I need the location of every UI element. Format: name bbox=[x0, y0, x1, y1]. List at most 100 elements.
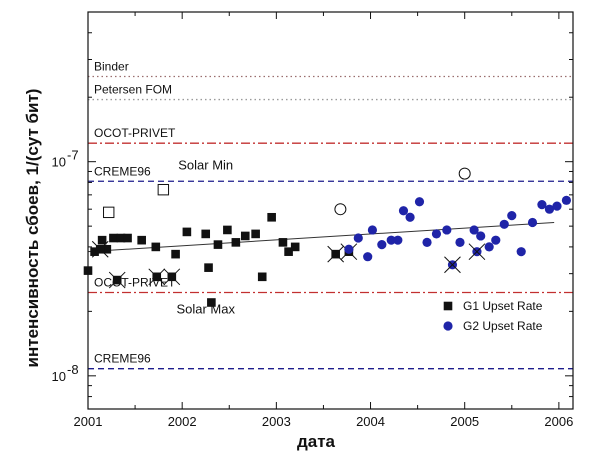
data-point bbox=[204, 263, 213, 272]
marker-shape bbox=[97, 235, 107, 245]
x-axis-title: дата bbox=[297, 432, 336, 451]
reference-label: Binder bbox=[94, 59, 129, 73]
marker-cross bbox=[108, 271, 126, 289]
data-point bbox=[137, 235, 146, 245]
data-point bbox=[123, 233, 132, 243]
data-point bbox=[290, 242, 300, 252]
data-point bbox=[251, 229, 260, 239]
marker-cross bbox=[163, 268, 181, 286]
marker-cross bbox=[444, 256, 461, 274]
marker-shape bbox=[458, 167, 471, 180]
marker-shape bbox=[353, 233, 363, 243]
data-point bbox=[148, 268, 166, 286]
data-point bbox=[377, 240, 387, 250]
marker-shape bbox=[204, 263, 213, 272]
marker-shape bbox=[398, 206, 409, 216]
data-point bbox=[499, 219, 509, 229]
marker-shape bbox=[290, 242, 300, 252]
y-tick-label: 10 bbox=[52, 155, 66, 170]
data-point bbox=[363, 252, 373, 262]
data-point bbox=[201, 229, 211, 239]
marker-shape bbox=[103, 206, 115, 219]
reference-label: CREME96 bbox=[94, 164, 151, 178]
marker-shape bbox=[443, 321, 453, 331]
data-point bbox=[109, 233, 118, 243]
marker-shape bbox=[414, 197, 425, 207]
data-point bbox=[544, 204, 555, 214]
marker-shape bbox=[393, 235, 403, 245]
x-tick-label: 2005 bbox=[450, 414, 479, 429]
marker-shape bbox=[223, 225, 232, 235]
marker-shape bbox=[507, 211, 517, 221]
data-point bbox=[116, 233, 126, 243]
marker-shape bbox=[201, 229, 211, 239]
data-point bbox=[90, 247, 99, 256]
data-point bbox=[537, 200, 547, 210]
data-point bbox=[278, 238, 288, 247]
data-points bbox=[83, 167, 572, 307]
data-point bbox=[163, 268, 181, 286]
marker-shape bbox=[171, 249, 180, 259]
data-point bbox=[151, 242, 161, 252]
data-point bbox=[207, 298, 216, 307]
marker-shape bbox=[257, 272, 267, 282]
data-point bbox=[367, 225, 378, 235]
annotation-label: Solar Min bbox=[178, 157, 233, 172]
data-point bbox=[398, 206, 409, 216]
data-point bbox=[334, 203, 347, 216]
legend-marker bbox=[443, 301, 453, 311]
legend-marker bbox=[443, 321, 453, 331]
data-point bbox=[431, 229, 442, 239]
data-point bbox=[102, 244, 112, 254]
annotation-label: Solar Max bbox=[176, 302, 235, 317]
marker-shape bbox=[367, 225, 378, 235]
marker-shape bbox=[240, 231, 250, 241]
x-tick-label: 2001 bbox=[74, 414, 103, 429]
marker-shape bbox=[116, 233, 126, 243]
x-tick-label: 2002 bbox=[168, 414, 197, 429]
data-point bbox=[484, 242, 494, 252]
y-tick-exponent: -8 bbox=[67, 362, 79, 377]
marker-cross bbox=[468, 243, 486, 261]
marker-shape bbox=[207, 298, 216, 307]
data-point bbox=[468, 243, 486, 261]
marker-shape bbox=[151, 242, 161, 252]
reference-label: OCOT-PRIVET bbox=[94, 126, 176, 140]
data-point bbox=[414, 197, 425, 207]
data-point bbox=[108, 271, 126, 289]
data-point bbox=[223, 225, 232, 235]
x-tick-label: 2003 bbox=[262, 414, 291, 429]
marker-shape bbox=[137, 235, 146, 245]
marker-cross bbox=[91, 240, 109, 258]
plot-frame bbox=[87, 11, 574, 410]
data-point bbox=[213, 240, 223, 249]
marker-cross bbox=[148, 268, 166, 286]
data-point bbox=[422, 237, 432, 247]
data-point bbox=[527, 217, 538, 228]
x-tick-label: 2006 bbox=[544, 414, 573, 429]
marker-shape bbox=[476, 231, 486, 241]
marker-shape bbox=[442, 225, 452, 235]
data-point bbox=[240, 231, 250, 241]
data-point bbox=[182, 227, 192, 237]
marker-shape bbox=[102, 244, 112, 254]
marker-shape bbox=[386, 235, 396, 245]
data-point bbox=[386, 235, 396, 245]
data-point bbox=[458, 167, 471, 180]
data-point bbox=[393, 235, 403, 245]
marker-shape bbox=[537, 200, 547, 210]
marker-shape bbox=[455, 237, 465, 247]
marker-shape bbox=[561, 195, 572, 205]
data-point bbox=[442, 225, 452, 235]
data-point bbox=[284, 247, 293, 256]
data-point bbox=[97, 235, 107, 245]
y-tick-exponent: -7 bbox=[67, 148, 79, 163]
data-point bbox=[516, 247, 526, 257]
annotations: Solar Min Solar Max bbox=[176, 157, 235, 316]
marker-shape bbox=[516, 247, 526, 257]
reference-label: OCOT-PRIVET bbox=[94, 275, 176, 289]
marker-shape bbox=[443, 301, 453, 311]
marker-shape bbox=[278, 238, 288, 247]
